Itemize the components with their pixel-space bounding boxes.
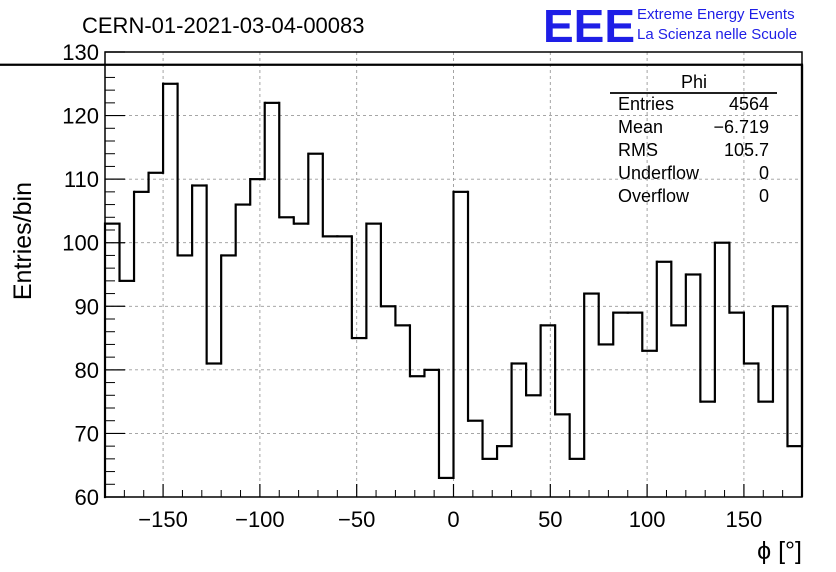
y-tick-label: 90 [75,294,99,319]
x-tick-label: 0 [447,507,459,532]
stats-row-mean: Mean −6.719 [618,117,769,137]
stats-value: 0 [759,186,769,206]
y-tick-label: 100 [62,231,99,256]
stats-row-overflow: Overflow 0 [618,186,769,206]
stats-value: 105.7 [724,140,769,160]
x-tick-label: −100 [235,507,285,532]
y-tick-label: 60 [75,485,99,510]
y-tick-label: 70 [75,421,99,446]
x-tick-label: 100 [629,507,666,532]
y-axis-title: Entries/bin [9,182,37,300]
stats-row-underflow: Underflow 0 [618,163,769,183]
y-tick-label: 130 [62,40,99,65]
logo-line-1: Extreme Energy Events [637,6,795,23]
stats-value: 0 [759,163,769,183]
stats-row-rms: RMS 105.7 [618,140,769,160]
axis-ticks: −150 −100 −50 0 50 100 150 60 70 80 90 100 110 120 130 [62,40,803,532]
stats-title: Phi [681,72,707,92]
eee-logo: EEE Extreme Energy Events La Scienza nel… [543,0,797,52]
stats-label: Mean [618,117,663,137]
stats-label: Underflow [618,163,700,183]
x-tick-label: −50 [338,507,375,532]
x-tick-label: 150 [726,507,763,532]
x-tick-label: −150 [138,507,188,532]
y-tick-label: 80 [75,358,99,383]
stats-label: RMS [618,140,658,160]
stats-value: −6.719 [713,117,769,137]
logo-mark: EEE [543,0,635,52]
stats-row-entries: Entries 4564 [618,94,769,114]
chart-title: CERN-01-2021-03-04-00083 [82,13,365,38]
stats-value: 4564 [729,94,769,114]
stats-box: Phi Entries 4564 Mean −6.719 RMS 105.7 U… [610,72,777,206]
stats-label: Overflow [618,186,690,206]
x-tick-label: 50 [538,507,562,532]
x-axis-title: ϕ [°] [757,537,802,565]
y-tick-label: 120 [62,104,99,129]
logo-line-2: La Scienza nelle Scuole [637,26,797,43]
stats-label: Entries [618,94,674,114]
y-tick-label: 110 [64,167,99,192]
